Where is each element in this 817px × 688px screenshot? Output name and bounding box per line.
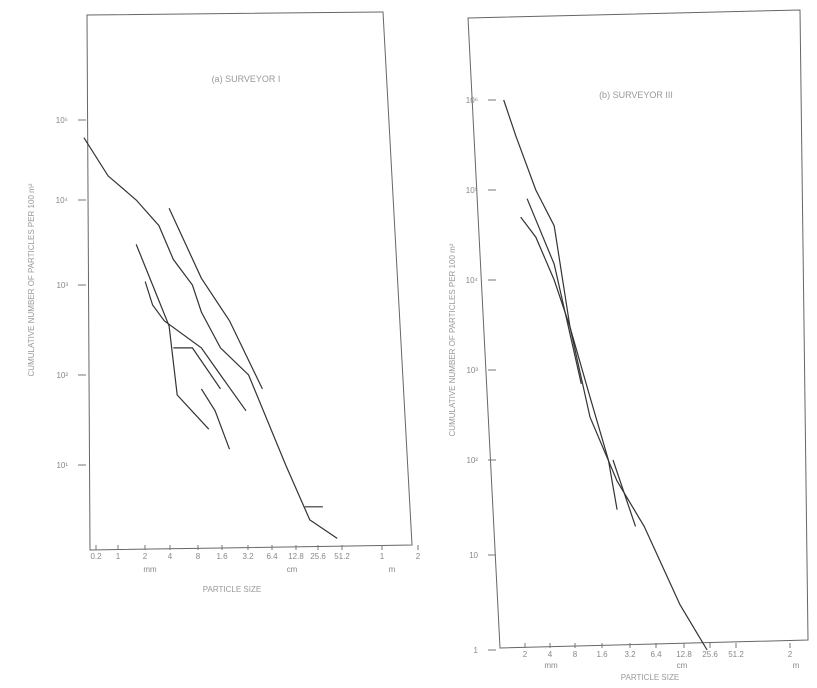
plot-frame (467, 9, 809, 649)
y-tick-label: 10² (56, 371, 68, 380)
chart-title: (a) SURVEYOR I (212, 74, 281, 84)
series-line-1 (83, 137, 338, 539)
x-tick-label: 8 (573, 650, 578, 659)
y-axis-title: CUMULATIVE NUMBER OF PARTICLES PER 100 m… (448, 243, 457, 436)
x-tick-label: 2 (523, 650, 528, 659)
y-tick-label: 1 (474, 646, 479, 655)
plot-frame (86, 11, 413, 551)
x-tick-label: 1.6 (216, 552, 228, 561)
x-tick-label: 12.8 (676, 650, 692, 659)
x-tick-label: 1 (116, 552, 121, 561)
x-tick-label: 3.2 (242, 552, 254, 561)
x-tick-label: 3.2 (624, 650, 636, 659)
y-axis-title: CUMULATIVE NUMBER OF PARTICLES PER 100 m… (27, 183, 36, 376)
x-tick-label: 51.2 (334, 552, 350, 561)
series-line-3 (135, 244, 210, 430)
x-unit-label: m (389, 565, 396, 574)
x-tick-label: 2 (788, 650, 793, 659)
x-tick-label: 4 (548, 650, 553, 659)
y-tick-label: 10³ (56, 281, 68, 290)
series-line-6 (173, 347, 221, 390)
panel-surveyor-1: (a) SURVEYOR I PARTICLE SIZE CUMULATIVE NU… (27, 11, 421, 594)
y-tick-label: 10⁵ (56, 116, 68, 125)
y-tick-label: 10⁴ (56, 196, 69, 205)
x-tick-label: 25.6 (702, 650, 718, 659)
x-tick-label: 4 (168, 552, 173, 561)
chart-title: (b) SURVEYOR III (599, 90, 673, 100)
x-tick-label: 2 (143, 552, 148, 561)
x-tick-label: 6.4 (266, 552, 278, 561)
x-unit-label: mm (544, 661, 558, 670)
x-tick-label: 2 (416, 552, 421, 561)
series-line-1 (503, 99, 708, 651)
panel-surveyor-3: (b) SURVEYOR III PARTICLE SIZE CUMULATIVE … (448, 9, 809, 682)
x-axis-title: PARTICLE SIZE (621, 673, 679, 682)
y-tick-label: 10⁵ (466, 186, 478, 195)
series-line-4 (144, 281, 247, 412)
x-tick-label: 1.6 (596, 650, 608, 659)
y-tick-label: 10 (469, 551, 478, 560)
x-tick-label: 1 (380, 552, 385, 561)
series-line-2 (520, 216, 618, 510)
x-tick-label: 0.2 (90, 552, 102, 561)
x-unit-label: m (793, 661, 800, 670)
y-tick-label: 10⁶ (466, 96, 478, 105)
x-tick-label: 51.2 (728, 650, 744, 659)
x-tick-label: 12.8 (288, 552, 304, 561)
series-line-4 (612, 459, 637, 527)
y-tick-label: 10¹ (56, 461, 68, 470)
series-line-5 (200, 388, 231, 450)
x-unit-label: mm (143, 565, 157, 574)
y-tick-label: 10⁴ (466, 276, 479, 285)
series-line-3 (526, 198, 582, 385)
y-tick-label: 10³ (466, 366, 478, 375)
x-tick-label: 25.6 (310, 552, 326, 561)
series-line-2 (168, 207, 263, 390)
x-unit-label: cm (677, 661, 688, 670)
x-axis-title: PARTICLE SIZE (203, 585, 261, 594)
x-unit-label: cm (287, 565, 298, 574)
x-tick-label: 8 (196, 552, 201, 561)
y-tick-label: 10² (466, 456, 478, 465)
x-tick-label: 6.4 (650, 650, 662, 659)
